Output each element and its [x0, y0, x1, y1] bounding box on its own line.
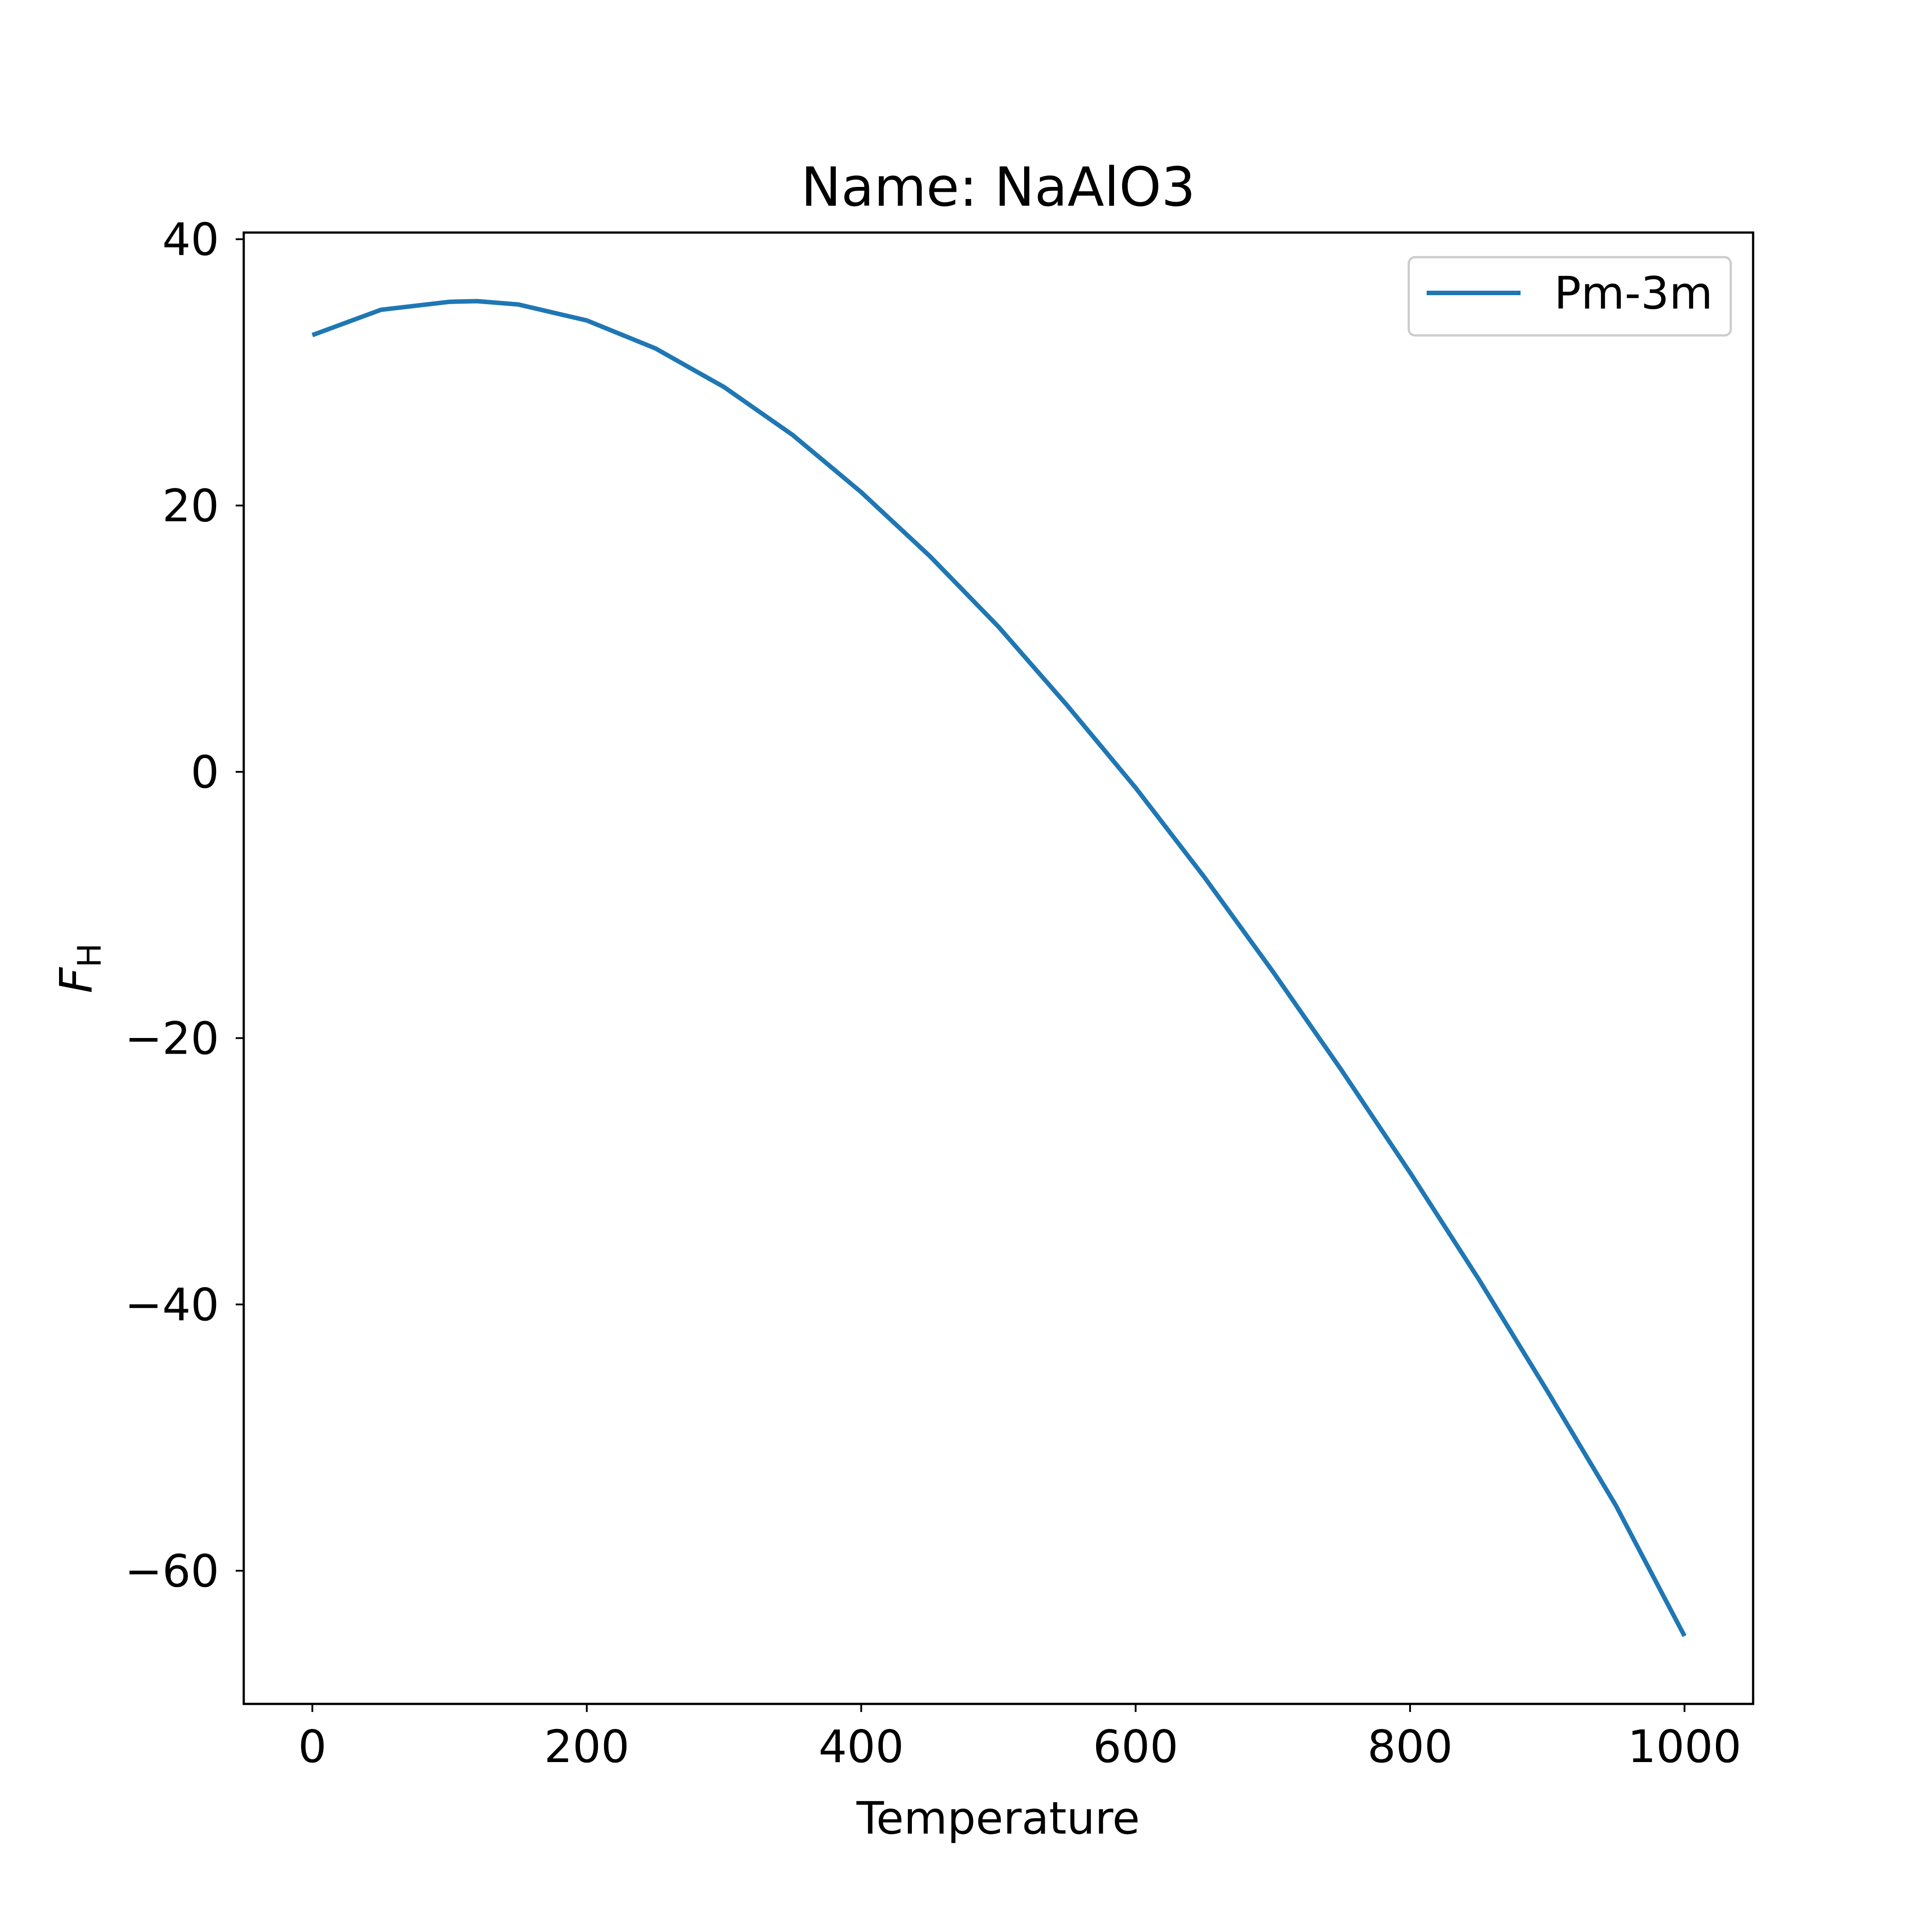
x-tick-label: 600: [1093, 1720, 1178, 1773]
y-tick-label: −20: [125, 1012, 219, 1064]
y-tick-label: 20: [162, 479, 219, 532]
y-axis-label-main: F: [50, 967, 102, 993]
x-tick-label: 0: [298, 1720, 327, 1773]
series-line-pm-3m: [311, 299, 1687, 1637]
legend: Pm-3m: [1407, 256, 1732, 337]
y-axis-label: FH: [50, 943, 108, 993]
y-tick-label: 40: [162, 213, 219, 266]
x-tick-label: 200: [544, 1720, 630, 1773]
x-axis-label: Temperature: [856, 1792, 1140, 1844]
legend-box: [1407, 256, 1732, 337]
x-tick-label: 400: [818, 1720, 904, 1773]
y-tick-label: 0: [191, 746, 219, 798]
chart-title: Name: NaAlO3: [801, 157, 1195, 219]
legend-label-pm-3m: Pm-3m: [1554, 267, 1713, 319]
x-axis-ticks: 0 200 400 600 800 1000: [298, 1704, 1741, 1773]
y-tick-label: −40: [125, 1279, 219, 1331]
y-axis-ticks: 40 20 0 −20 −40 −60: [125, 213, 244, 1597]
x-tick-label: 800: [1368, 1720, 1453, 1773]
plot-frame: [242, 231, 1754, 1705]
x-tick-label: 1000: [1627, 1720, 1741, 1773]
y-axis-label-subscript: H: [71, 943, 108, 967]
series-group: [311, 299, 1687, 1637]
y-tick-label: −60: [125, 1545, 219, 1597]
